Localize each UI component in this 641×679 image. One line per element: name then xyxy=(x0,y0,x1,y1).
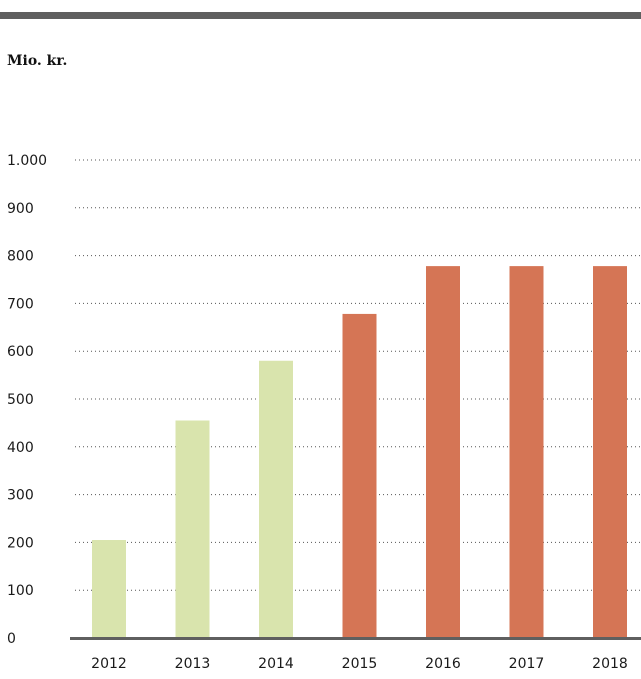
y-tick-label: 500 xyxy=(7,392,34,408)
x-tick-label: 2014 xyxy=(258,656,294,672)
y-tick-label: 400 xyxy=(7,440,34,456)
x-axis-baseline xyxy=(70,637,641,640)
x-tick-label: 2018 xyxy=(592,656,628,672)
x-tick-label: 2015 xyxy=(342,656,378,672)
y-tick-label: 100 xyxy=(7,583,34,599)
bar-2012 xyxy=(92,540,126,638)
y-tick-label: 1.000 xyxy=(7,153,47,169)
bar-2014 xyxy=(259,360,293,638)
y-tick-label: 700 xyxy=(7,296,34,312)
bar-2017 xyxy=(509,266,544,638)
axis-layer xyxy=(70,637,641,640)
bar-2015 xyxy=(342,313,377,638)
x-tick-label: 2017 xyxy=(509,656,545,672)
y-axis-unit-label: Mio. kr. xyxy=(7,53,68,69)
bar-layer xyxy=(92,266,627,638)
y-tick-label: 600 xyxy=(7,344,34,360)
x-tick-label: 2016 xyxy=(425,656,461,672)
label-layer: 0 100 200 300 400 500 600 700 800 900 1.000 2012 201… xyxy=(7,153,628,672)
y-tick-label: 800 xyxy=(7,249,34,265)
x-tick-label: 2012 xyxy=(91,656,127,672)
y-tick-label: 300 xyxy=(7,488,34,504)
top-rule xyxy=(0,12,641,19)
bar-2013 xyxy=(175,420,210,638)
y-tick-label: 0 xyxy=(7,631,16,647)
y-tick-label: 900 xyxy=(7,201,34,217)
bar-2016 xyxy=(426,266,460,638)
bar-2018 xyxy=(593,266,627,638)
y-tick-label: 200 xyxy=(7,535,34,551)
x-tick-label: 2013 xyxy=(175,656,211,672)
